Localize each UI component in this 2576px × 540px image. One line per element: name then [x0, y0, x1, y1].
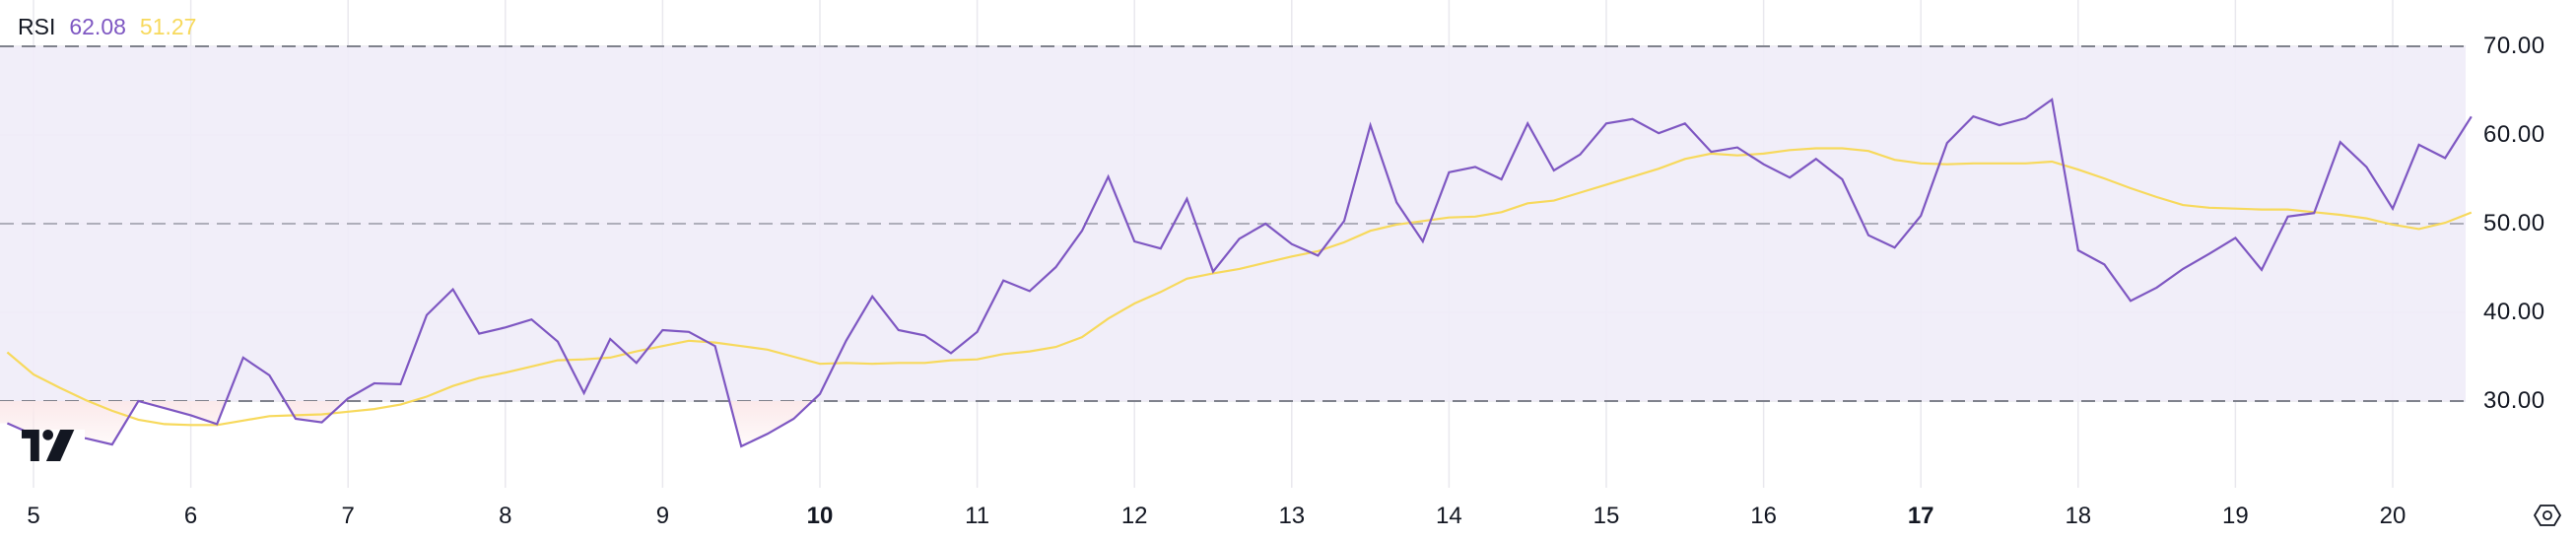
y-tick-label: 40.00: [2483, 299, 2545, 325]
rsi-band-background: [0, 46, 2466, 401]
x-tick-label: 11: [965, 503, 990, 529]
x-tick-label: 6: [183, 503, 198, 529]
x-tick-label: 15: [1593, 503, 1620, 529]
indicator-name: RSI: [18, 14, 56, 39]
x-tick-label: 13: [1278, 503, 1306, 529]
ma-value: 51.27: [139, 14, 197, 39]
y-tick-label: 70.00: [2483, 33, 2545, 59]
x-tick-label: 16: [1750, 503, 1777, 529]
oversold-fill: [0, 401, 813, 446]
rsi-value: 62.08: [69, 14, 126, 39]
tradingview-logo-icon[interactable]: [22, 430, 85, 461]
x-tick-label: 10: [806, 503, 834, 529]
y-tick-label: 50.00: [2483, 210, 2545, 236]
x-tick-label: 18: [2065, 503, 2092, 529]
y-tick-label: 30.00: [2483, 387, 2545, 414]
x-tick-label: 7: [341, 503, 355, 529]
x-tick-label: 5: [27, 503, 40, 529]
x-tick-label: 17: [1907, 503, 1934, 529]
rsi-ma-line: [6, 147, 2473, 427]
x-tick-label: 19: [2222, 503, 2249, 529]
x-tick-label: 9: [655, 503, 670, 529]
x-tick-label: 12: [1120, 503, 1148, 529]
indicator-legend[interactable]: RSI 62.08 51.27: [18, 14, 196, 40]
x-tick-label: 20: [2379, 503, 2407, 529]
settings-hexagon-icon[interactable]: [2533, 501, 2562, 530]
y-tick-label: 60.00: [2483, 121, 2545, 148]
x-tick-label: 14: [1436, 503, 1462, 529]
rsi-line: [6, 98, 2473, 448]
x-tick-label: 8: [499, 503, 512, 529]
